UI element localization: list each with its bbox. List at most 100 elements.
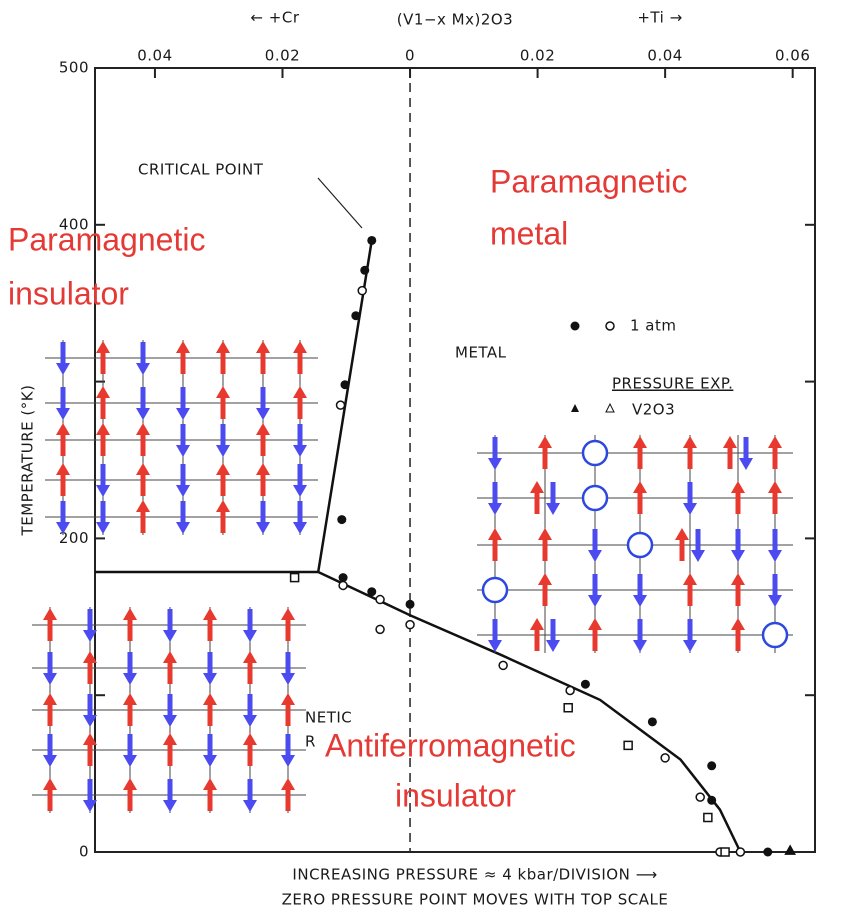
arrow-head [163,651,177,663]
arrow-head [163,630,177,642]
top-center-label: (V1−x Mx)2O3 [397,11,513,29]
arrow-head [136,463,150,475]
point [499,661,507,669]
point [707,761,716,770]
arrow-head [96,522,110,534]
point [704,814,712,822]
arrow-head [488,528,502,540]
point [339,581,347,589]
arrow-head [96,386,110,398]
arrow-head [691,550,705,562]
arrow-head [243,651,257,663]
arrow-head [256,408,270,420]
phase-label: insulator [395,777,516,813]
arrow-head [216,341,230,353]
point [367,236,376,245]
spin-lattice [477,435,793,653]
arrow-head [293,341,307,353]
arrow-head [176,485,190,497]
y-tick-label: 0 [79,843,89,861]
arrow-head [683,436,697,448]
point [661,754,669,762]
point [581,680,590,689]
x-tick-label: 0.04 [647,47,682,65]
arrow-head [768,550,782,562]
arrow-head [530,618,544,630]
point [707,796,716,805]
legend-marker [571,322,580,331]
arrow-head [281,608,295,620]
arrow-head [768,481,782,493]
point [763,848,772,857]
arrow-head [96,341,110,353]
arrow-head [768,436,782,448]
annotation: R [305,733,316,751]
phase-label: Paramagnetic [8,221,205,257]
point [291,574,299,582]
annotation: METAL [455,344,507,362]
point [337,401,345,409]
arrow-head [216,386,230,398]
vacancy [583,441,607,465]
arrow-head [123,673,137,685]
point [351,311,360,320]
y-tick-label: 500 [59,59,89,77]
arrow-head [588,550,602,562]
arrow-head [281,778,295,790]
x-tick-label: 0.04 [137,47,172,65]
arrow-head [96,423,110,435]
arrow-head [56,408,70,420]
arrow-head [163,715,177,727]
arrow-head [136,500,150,512]
arrow-head [176,408,190,420]
arrow-head [123,778,137,790]
phase-label: insulator [8,275,129,311]
arrow-head [163,733,177,745]
arrow-head [281,673,295,685]
point [696,793,704,801]
arrow-head [633,595,647,607]
arrow-head [256,341,270,353]
arrow-head [176,341,190,353]
arrow-head [123,755,137,767]
arrow-head [546,640,560,652]
arrow-head [256,423,270,435]
point [566,686,574,694]
arrow-head [243,630,257,642]
point [406,600,415,609]
arrow-head [136,423,150,435]
legend-marker [606,404,614,412]
phase-boundary [318,572,740,852]
arrow-head [123,608,137,620]
arrow-head [683,573,697,585]
phase-label: Paramagnetic [490,163,687,199]
arrow-head [43,673,57,685]
point [376,625,384,633]
arrow-head [538,573,552,585]
spin-lattice [32,607,306,813]
legend-marker [571,404,579,412]
arrow-head [243,800,257,812]
point [785,845,795,854]
annotation: CRITICAL POINT [138,161,264,179]
point [564,704,572,712]
x-tick-label: 0.02 [520,47,555,65]
vacancy [628,533,652,557]
arrow-head [96,485,110,497]
arrow-head [216,463,230,475]
arrow-head [293,485,307,497]
arrow-head [723,436,737,448]
point [358,287,366,295]
annotation: NETIC [305,709,352,727]
arrow-head [530,481,544,493]
point [721,848,729,856]
legend-marker [606,322,614,330]
arrow-head [633,640,647,652]
legend-label: V2O3 [632,401,675,419]
x-axis-note: ZERO PRESSURE POINT MOVES WITH TOP SCALE [282,891,669,909]
arrow-head [683,503,697,515]
y-axis-label: TEMPERATURE (°K) [19,385,37,537]
point [648,717,657,726]
arrow-head [675,528,689,540]
top-left-label: ← +Cr [250,9,299,27]
